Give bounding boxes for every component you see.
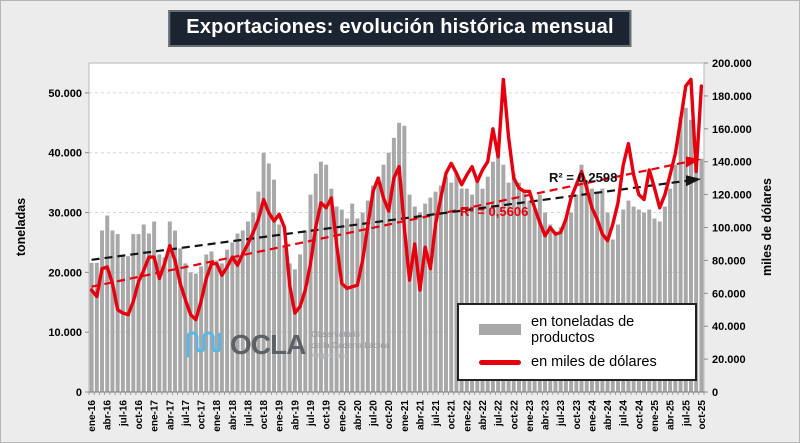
svg-text:200.000: 200.000 <box>712 58 752 70</box>
svg-text:oct-24: oct-24 <box>634 400 645 430</box>
svg-text:abr-21: abr-21 <box>415 400 426 430</box>
svg-text:ene-16: ene-16 <box>87 400 98 432</box>
svg-text:20.000: 20.000 <box>712 354 746 366</box>
svg-text:oct-19: oct-19 <box>322 400 333 430</box>
svg-text:oct-22: oct-22 <box>509 400 520 430</box>
svg-text:jul-18: jul-18 <box>243 400 254 428</box>
svg-text:ene-21: ene-21 <box>400 400 411 432</box>
svg-text:abr-24: abr-24 <box>603 400 614 430</box>
svg-text:abr-18: abr-18 <box>228 400 239 430</box>
chart-title: Exportaciones: evolución histórica mensu… <box>168 10 632 47</box>
svg-text:oct-17: oct-17 <box>197 400 208 430</box>
x-axis-tick-labels: ene-16 abr-16 jul-16 oct-16 ene-17 abr-17 jul-… <box>87 400 708 432</box>
svg-text:ene-17: ene-17 <box>150 400 161 432</box>
bar-swatch <box>479 324 521 336</box>
legend-item-toneladas: en toneladas de productos <box>479 314 695 346</box>
ocla-watermark: OCLA Observatorio de la Cadena Láctea Ar… <box>184 325 390 365</box>
legend-label-dolares: en miles de dólares <box>531 354 657 371</box>
left-axis-tick-labels: 0 10.000 20.000 30.000 40.000 50.000 <box>48 88 82 399</box>
svg-text:60.000: 60.000 <box>712 288 746 300</box>
svg-text:jul-22: jul-22 <box>494 400 505 428</box>
svg-text:oct-23: oct-23 <box>572 400 583 430</box>
svg-text:jul-24: jul-24 <box>619 400 630 428</box>
r2-dolares-label: R² = 0,5606 <box>460 204 529 219</box>
svg-text:jul-23: jul-23 <box>556 400 567 428</box>
svg-text:80.000: 80.000 <box>712 255 746 267</box>
svg-text:30.000: 30.000 <box>48 208 82 220</box>
svg-text:40.000: 40.000 <box>48 148 82 160</box>
legend-label-toneladas: en toneladas de productos <box>531 313 635 346</box>
svg-text:0: 0 <box>76 387 82 399</box>
svg-text:oct-16: oct-16 <box>134 400 145 430</box>
ocla-brand: OCLA <box>230 329 306 360</box>
svg-text:ene-25: ene-25 <box>650 400 661 432</box>
svg-text:oct-25: oct-25 <box>697 400 708 430</box>
svg-text:160.000: 160.000 <box>712 124 752 136</box>
svg-text:ene-18: ene-18 <box>212 400 223 432</box>
svg-text:jul-16: jul-16 <box>118 400 129 428</box>
svg-text:120.000: 120.000 <box>712 190 752 202</box>
svg-text:ene-19: ene-19 <box>275 400 286 432</box>
svg-text:oct-18: oct-18 <box>259 400 270 430</box>
legend-item-dolares: en miles de dólares <box>479 354 695 370</box>
svg-text:40.000: 40.000 <box>712 321 746 333</box>
svg-text:abr-16: abr-16 <box>103 400 114 430</box>
svg-text:10.000: 10.000 <box>48 327 82 339</box>
r2-toneladas-label: R² = 0,2598 <box>549 170 618 185</box>
svg-text:jul-19: jul-19 <box>306 400 317 428</box>
svg-text:oct-21: oct-21 <box>447 400 458 430</box>
svg-text:100.000: 100.000 <box>712 223 752 235</box>
svg-text:abr-19: abr-19 <box>290 400 301 430</box>
line-swatch <box>479 359 521 365</box>
svg-text:ene-20: ene-20 <box>337 400 348 432</box>
svg-text:0: 0 <box>712 387 718 399</box>
svg-text:oct-20: oct-20 <box>384 400 395 430</box>
svg-text:jul-20: jul-20 <box>369 400 380 428</box>
svg-text:180.000: 180.000 <box>712 91 752 103</box>
svg-text:ene-23: ene-23 <box>525 400 536 432</box>
ocla-logo-icon <box>186 331 222 358</box>
ocla-subtitle-line2: de la Cadena Láctea <box>311 339 390 350</box>
ocla-subtitle-line1: Observatorio <box>311 329 360 340</box>
svg-text:abr-22: abr-22 <box>478 400 489 430</box>
svg-text:abr-17: abr-17 <box>165 400 176 430</box>
svg-text:ene-22: ene-22 <box>462 400 473 432</box>
right-axis-tick-labels: 0 20.000 40.000 60.000 80.000 100.000 120.000 1… <box>712 58 752 399</box>
svg-text:20.000: 20.000 <box>48 267 82 279</box>
svg-text:abr-20: abr-20 <box>353 400 364 430</box>
line-series-dolares <box>89 77 704 322</box>
svg-text:abr-23: abr-23 <box>541 400 552 430</box>
ocla-subtitle-line3: Argentina <box>311 350 348 361</box>
svg-text:50.000: 50.000 <box>48 88 82 100</box>
svg-text:jul-25: jul-25 <box>681 400 692 428</box>
svg-text:ene-24: ene-24 <box>587 400 598 432</box>
axes <box>85 62 708 395</box>
svg-text:jul-17: jul-17 <box>181 400 192 428</box>
svg-text:140.000: 140.000 <box>712 157 752 169</box>
legend: en toneladas de productos en miles de dó… <box>457 303 697 381</box>
svg-text:jul-21: jul-21 <box>431 400 442 428</box>
svg-text:abr-25: abr-25 <box>666 400 677 430</box>
ocla-subtitle: Observatorio de la Cadena Láctea Argenti… <box>311 329 389 361</box>
